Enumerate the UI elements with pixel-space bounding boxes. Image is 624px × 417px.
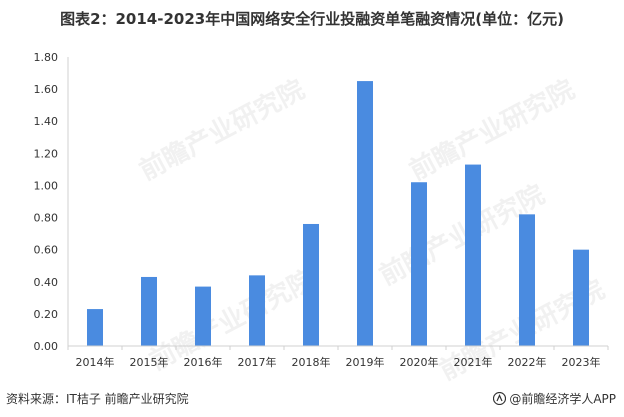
- bar: [519, 214, 535, 346]
- bar: [87, 309, 103, 346]
- bar: [357, 81, 373, 346]
- y-tick-label: 0.20: [34, 308, 59, 321]
- x-tick-label: 2023年: [562, 355, 601, 369]
- y-axis: 0.00 0.20 0.40 0.60 0.80 1.00 1.20 1.40 1.60 1.80: [34, 51, 59, 353]
- bar: [141, 276, 157, 346]
- y-tick-label: 0.40: [34, 276, 59, 289]
- x-tick-label: 2014年: [76, 355, 115, 369]
- x-axis: 2014年 2015年 2016年 2017年 2018年 2019年 2020年 2021年…: [67, 346, 609, 369]
- y-tick-label: 0.80: [34, 212, 59, 225]
- x-tick-label: 2022年: [508, 355, 547, 369]
- bar: [573, 249, 589, 346]
- y-tick-label: 0.00: [34, 340, 59, 353]
- source-note: 资料来源：IT桔子 前瞻产业研究院: [6, 392, 189, 406]
- bar: [411, 182, 427, 346]
- brand-label: @前瞻经济学人APP: [509, 392, 616, 406]
- y-tick-label: 1.00: [34, 179, 59, 192]
- y-tick-label: 0.60: [34, 244, 59, 257]
- bar: [195, 286, 211, 346]
- x-tick-label: 2017年: [238, 355, 277, 369]
- bar: [465, 164, 481, 346]
- y-tick-label: 1.20: [34, 147, 59, 160]
- chart-title: 图表2：2014-2023年中国网络安全行业投融资单笔融资情况(单位：亿元): [60, 10, 564, 28]
- x-tick-label: 2016年: [184, 355, 223, 369]
- x-tick-label: 2020年: [400, 355, 439, 369]
- bars: [87, 81, 589, 346]
- brand-credit: @前瞻经济学人APP: [493, 390, 616, 407]
- x-tick-label: 2015年: [130, 355, 169, 369]
- x-tick-label: 2021年: [454, 355, 493, 369]
- bar: [249, 275, 265, 346]
- brand-logo-icon: [493, 392, 507, 405]
- y-tick-label: 1.80: [34, 51, 59, 64]
- y-tick-label: 1.60: [34, 83, 59, 96]
- x-tick-label: 2018年: [292, 355, 331, 369]
- bar: [303, 223, 319, 346]
- x-tick-label: 2019年: [346, 355, 385, 369]
- y-tick-label: 1.40: [34, 115, 59, 128]
